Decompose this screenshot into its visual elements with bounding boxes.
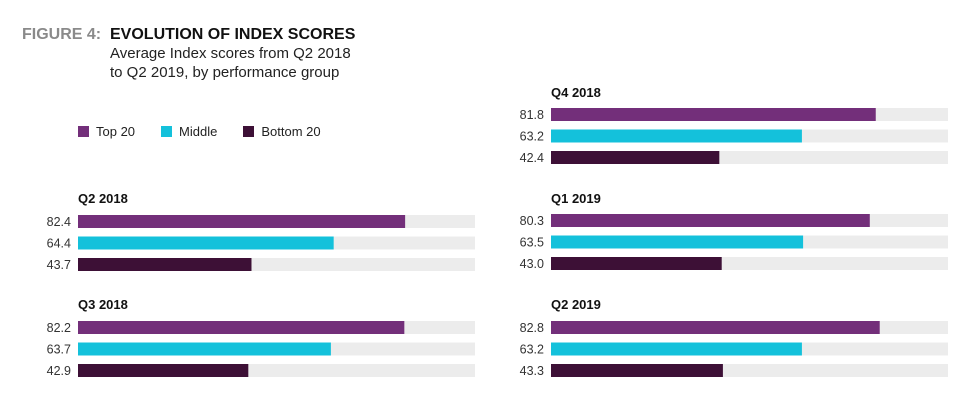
value-label: 82.2 xyxy=(47,321,71,335)
subtitle-line: to Q2 2019, by performance group xyxy=(110,64,340,81)
bar-top-20 xyxy=(551,214,870,227)
bar-bottom-20 xyxy=(551,364,723,377)
panel-title: Q3 2018 xyxy=(78,297,128,312)
bar-top-20 xyxy=(78,215,406,228)
subtitle-line: Average Index scores from Q2 2018 xyxy=(110,45,351,62)
legend-item-top-20: Top 20 xyxy=(78,124,135,139)
bar-middle xyxy=(78,342,331,356)
legend-label: Top 20 xyxy=(96,124,136,139)
bar-middle xyxy=(551,235,804,249)
value-label: 80.3 xyxy=(520,214,544,228)
legend-swatch xyxy=(161,126,173,137)
value-label: 63.5 xyxy=(520,236,544,250)
legend-item-middle: Middle xyxy=(161,124,217,139)
bar-top-20 xyxy=(551,321,880,334)
figure-label: FIGURE 4: xyxy=(22,26,102,43)
bar-top-20 xyxy=(78,321,405,334)
legend: Top 20 Middle Bottom 20 xyxy=(78,124,321,139)
value-label: 42.4 xyxy=(520,151,544,165)
value-label: 63.2 xyxy=(520,343,544,357)
legend-swatch xyxy=(78,126,89,137)
bar-middle xyxy=(551,342,802,356)
value-label: 43.0 xyxy=(520,257,544,271)
panel-title: Q2 2018 xyxy=(78,191,128,206)
legend-label: Bottom 20 xyxy=(261,124,321,139)
bar-bottom-20 xyxy=(78,364,249,377)
bar-middle xyxy=(78,236,334,250)
value-label: 43.7 xyxy=(47,258,71,272)
bar-bottom-20 xyxy=(551,257,722,270)
value-label: 42.9 xyxy=(47,364,71,378)
value-label: 43.3 xyxy=(520,364,544,378)
legend-swatch xyxy=(243,126,255,137)
panel-title: Q4 2018 xyxy=(551,85,601,100)
legend-item-bottom-20: Bottom 20 xyxy=(243,124,321,139)
chart-subtitle: Average Index scores from Q2 2018 to Q2 … xyxy=(110,44,410,82)
bar-bottom-20 xyxy=(551,151,720,164)
value-label: 82.4 xyxy=(47,215,71,229)
value-label: 63.2 xyxy=(520,130,544,144)
panel-title: Q2 2019 xyxy=(551,297,601,312)
chart-title: EVOLUTION OF INDEX SCORES xyxy=(110,26,356,43)
value-label: 64.4 xyxy=(47,237,71,251)
panel-title: Q1 2019 xyxy=(551,191,601,206)
bar-bottom-20 xyxy=(78,258,252,271)
value-label: 82.8 xyxy=(520,321,544,335)
value-label: 63.7 xyxy=(47,343,71,357)
bar-top-20 xyxy=(551,108,876,121)
value-label: 81.8 xyxy=(520,108,544,122)
legend-label: Middle xyxy=(179,124,218,139)
bar-middle xyxy=(551,129,802,143)
